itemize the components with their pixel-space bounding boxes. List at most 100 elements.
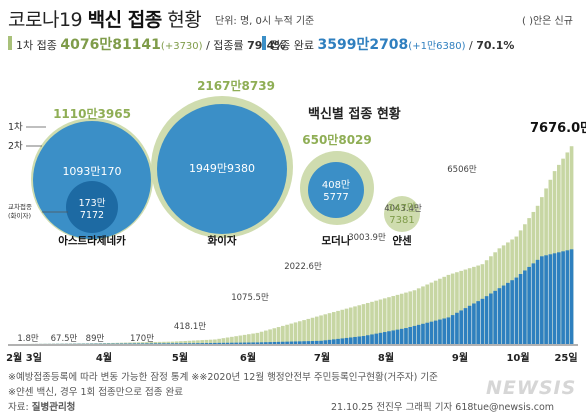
credit: 21.10.25 전진우 그래픽 기자 618tue@newsis.com	[331, 402, 555, 413]
first-dose-bar	[365, 302, 370, 344]
janssen-label: 7381	[389, 215, 414, 226]
first-dose-bar	[319, 315, 323, 344]
full-dose-bar	[310, 341, 315, 344]
first-dose-bar	[200, 340, 204, 344]
full-dose-bar	[331, 339, 336, 344]
full-dose-bar	[204, 343, 209, 344]
full-dose-bar	[365, 335, 370, 344]
full-dose-bar	[336, 338, 340, 344]
annotation-label: 67.5만	[51, 334, 78, 344]
row-label-cross-sub: (화이자)	[8, 211, 31, 220]
annotation-label: 1.8만	[17, 334, 39, 344]
annotation-label: 3003.9만	[348, 233, 386, 243]
full-dose-bar	[153, 343, 158, 344]
first-dose-bar	[162, 341, 166, 344]
annotation-label: 89만	[86, 334, 105, 344]
full-dose-bar	[399, 328, 404, 344]
astrazeneca-second-label: 1093만170	[62, 165, 121, 178]
first-dose-bar	[306, 318, 311, 344]
first-dose-bar	[276, 327, 281, 344]
full-dose-bar	[264, 342, 268, 344]
footnote-1: ※예방접종등록에 따라 변동 가능한 잠정 통계 ※※2020년 12월 행정안…	[8, 372, 438, 383]
full-dose-bar	[217, 342, 221, 344]
first-dose-bar	[140, 342, 145, 344]
full-dose-bar	[162, 343, 166, 344]
first-dose-bar	[238, 335, 243, 344]
first-dose-bar	[378, 299, 383, 344]
full-dose-bar	[166, 343, 171, 344]
moderna-second-label: 5777	[323, 192, 348, 203]
first-dose-marker	[8, 36, 12, 50]
x-axis-label: 6월	[240, 352, 256, 364]
chart-labels: 1.8만 67.5만 89만 170만 418.1만 1075.5만 2022.6만 3003…	[6, 78, 586, 364]
first-dose-bar	[132, 342, 137, 344]
full-dose-bar	[450, 315, 455, 344]
first-dose-bar	[204, 339, 209, 344]
x-axis-label: 10월	[506, 352, 529, 364]
pfizer-name: 화이자	[208, 234, 237, 247]
full-dose-bar	[391, 330, 396, 344]
full-dose-bar	[255, 342, 260, 344]
first-dose-bar	[111, 342, 115, 344]
full-dose-bar	[382, 332, 387, 344]
astrazeneca-name: 아스트라제네카	[58, 234, 126, 247]
row-label-second: 2차	[8, 140, 23, 152]
janssen-bubble	[384, 196, 420, 232]
x-axis-label: 25일	[554, 351, 577, 364]
x-axis-label: 2월 3일	[6, 351, 42, 364]
full-dose-bar	[374, 333, 379, 344]
full-dose-bar	[200, 343, 204, 344]
full-dose-bar	[433, 320, 438, 344]
full-dose-bar	[225, 342, 230, 344]
full-dose-bar	[191, 343, 196, 344]
full-dose-bar	[395, 329, 400, 344]
first-dose-bar	[77, 343, 81, 344]
first-dose-bar	[174, 341, 179, 344]
annotation-label: 7676.0만	[530, 120, 586, 136]
full-dose-bar	[484, 296, 489, 344]
full-dose-bar	[438, 319, 442, 344]
full-dose-bar	[569, 249, 574, 344]
first-dose-bar	[361, 304, 366, 344]
full-dose-bar	[501, 285, 506, 344]
first-dose-bar	[247, 334, 251, 344]
first-dose-bar	[251, 333, 255, 344]
first-dose-bar	[242, 334, 247, 344]
full-dose-bar	[467, 305, 472, 344]
annotation-label: 1075.5만	[231, 293, 269, 303]
first-dose-bar	[429, 282, 434, 344]
full-dose-bar	[540, 256, 544, 344]
full-dose-bar	[251, 342, 255, 344]
cumulative-bars	[8, 146, 578, 346]
legend-note: ( )안은 신규	[522, 16, 573, 27]
first-dose-bar	[442, 276, 447, 344]
full-dose-bar	[497, 288, 502, 344]
first-dose-bar	[438, 278, 442, 344]
full-dose-bar	[361, 336, 366, 344]
first-dose-bar	[149, 342, 154, 344]
pfizer-second-bubble	[157, 104, 287, 234]
full-dose-bar	[230, 342, 234, 344]
first-dose-bar	[98, 343, 103, 344]
first-dose-bar	[336, 310, 340, 344]
full-dose-bar	[145, 343, 149, 344]
full-dose-bar	[472, 303, 476, 344]
first-dose-bar	[298, 321, 302, 344]
first-dose-bar	[179, 341, 183, 344]
full-dose-bar	[293, 341, 298, 344]
first-dose-bar	[382, 298, 387, 344]
first-dose-bar	[196, 340, 200, 344]
first-dose-summary: 1차 접종 4076만81141(+3730) / 접종률 79.4%	[16, 37, 286, 53]
first-dose-bar	[399, 293, 404, 344]
full-dose-bar	[442, 318, 447, 344]
x-axis-label: 4월	[96, 352, 112, 364]
first-dose-bar	[123, 342, 128, 344]
first-dose-bar	[136, 342, 141, 344]
full-dose-bar	[196, 343, 200, 344]
first-dose-bar	[433, 280, 438, 344]
full-dose-bar	[527, 266, 531, 344]
full-dose-bar	[242, 342, 247, 344]
first-dose-bar	[357, 305, 362, 344]
first-dose-bar	[217, 338, 221, 344]
first-dose-bar	[68, 343, 73, 344]
